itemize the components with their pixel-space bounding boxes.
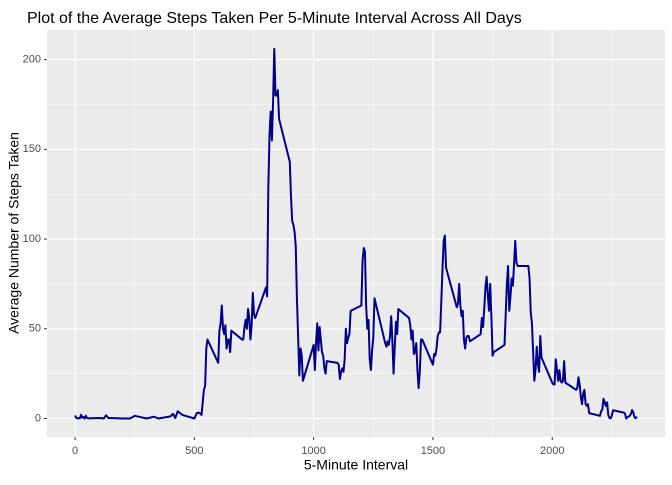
y-tick-label: 200 [23, 54, 41, 66]
y-tick-label: 50 [29, 323, 41, 335]
panel [47, 30, 665, 437]
x-tick-label: 1000 [301, 445, 325, 457]
x-tick-label: 500 [185, 445, 203, 457]
data-line [74, 47, 638, 420]
y-tick-label: 0 [35, 412, 41, 424]
x-tick-label: 2000 [540, 445, 564, 457]
x-axis-title: 5-Minute Interval [304, 457, 408, 473]
x-tick-label: 0 [72, 445, 78, 457]
y-tick-label: 100 [23, 233, 41, 245]
y-axis-title: Average Number of Steps Taken [6, 132, 22, 334]
y-tick-label: 150 [23, 143, 41, 155]
chart-title: Plot of the Average Steps Taken Per 5-Mi… [27, 10, 522, 27]
x-tick-label: 1500 [421, 445, 445, 457]
